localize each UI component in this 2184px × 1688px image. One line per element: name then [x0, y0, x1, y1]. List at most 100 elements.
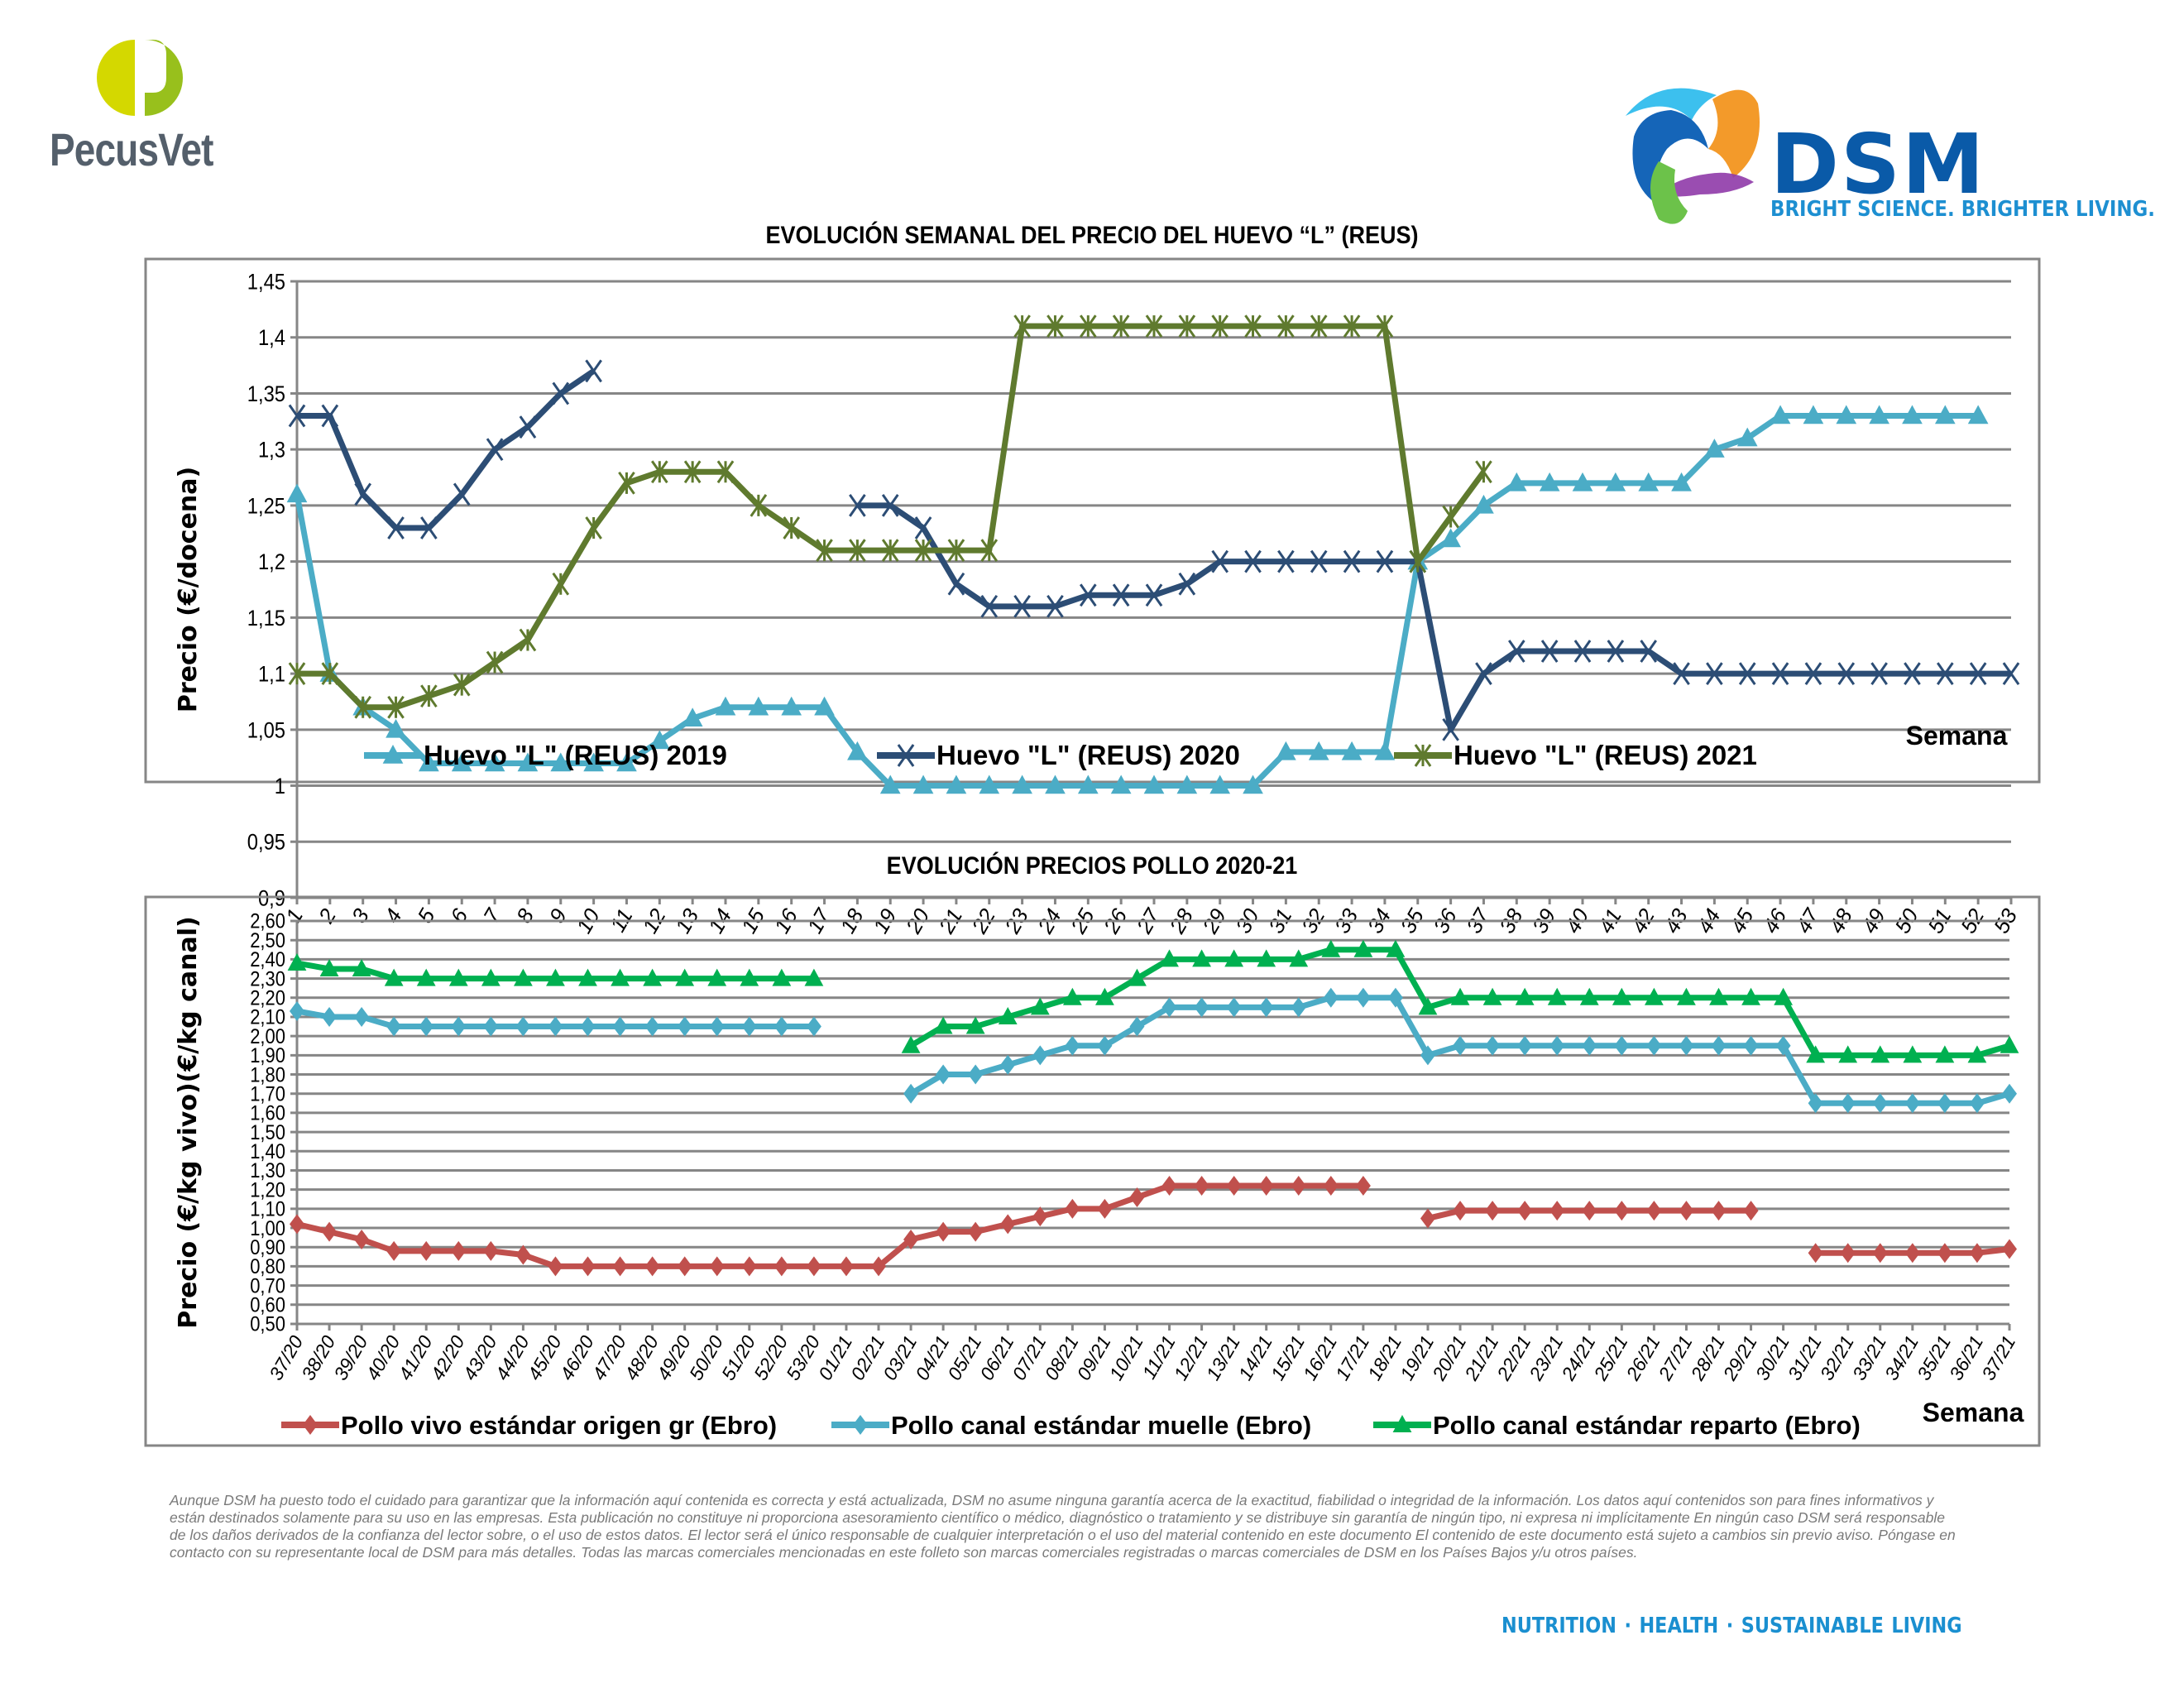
series-line: [294, 413, 1979, 789]
data-point: [451, 1240, 467, 1261]
data-point: [585, 359, 602, 383]
data-point: [1176, 774, 1198, 794]
data-point: [1277, 314, 1295, 338]
legend-item: Pollo canal estándar reparto (Ebro): [1373, 1411, 1861, 1440]
data-point: [947, 539, 965, 562]
y-tick-label: 2,50: [250, 929, 285, 952]
data-point: [1289, 949, 1309, 967]
data-point: [1291, 1176, 1306, 1196]
data-point: [552, 572, 570, 596]
data-point: [1079, 314, 1097, 338]
data-point: [1097, 1035, 1113, 1056]
data-point: [386, 1240, 402, 1261]
data-point: [816, 539, 833, 562]
series-2: [288, 359, 2020, 741]
data-point: [740, 968, 759, 986]
y-tick-label: 1,50: [250, 1121, 285, 1144]
data-point: [1374, 741, 1396, 760]
data-point: [1840, 1093, 1856, 1114]
data-point: [322, 1221, 338, 1242]
data-point: [1607, 640, 1625, 663]
data-point: [1870, 662, 1888, 685]
data-point: [1258, 1176, 1274, 1196]
data-point: [715, 696, 736, 716]
data-point: [912, 774, 934, 794]
series-3: [287, 939, 2019, 1063]
data-point: [550, 752, 572, 772]
legend-item: Pollo canal estándar muelle (Ebro): [831, 1411, 1311, 1440]
chicken-chart-title: EVOLUCIÓN PRECIOS POLLO 2020-21: [886, 852, 1298, 880]
data-point: [709, 1016, 725, 1037]
y-tick-label: 1,15: [247, 606, 285, 631]
data-point: [903, 1083, 919, 1104]
data-point: [1440, 528, 1461, 548]
data-point: [1969, 662, 1987, 685]
data-point: [1677, 987, 1696, 1005]
legend-label: Huevo "L" (REUS) 2020: [936, 740, 1240, 770]
dsm-tagline: BRIGHT SCIENCE. BRIGHTER LIVING.: [1770, 197, 2155, 222]
data-point: [707, 968, 727, 986]
data-point: [716, 460, 735, 484]
data-point: [354, 1006, 370, 1027]
data-point: [741, 1256, 757, 1277]
data-point: [1442, 505, 1459, 529]
y-tick-label: 1,80: [250, 1063, 285, 1086]
data-point: [515, 1244, 531, 1265]
legend-marker-icon: [853, 1415, 868, 1435]
data-point: [1211, 314, 1229, 338]
data-point: [1178, 314, 1196, 338]
data-point: [486, 650, 504, 674]
series-line: [297, 323, 1487, 711]
data-point: [650, 460, 668, 484]
y-tick-label: 1: [275, 774, 285, 799]
data-point: [1612, 987, 1631, 1005]
data-point: [914, 516, 932, 539]
data-point: [649, 730, 670, 750]
data-point: [1738, 662, 1756, 685]
data-point: [515, 1016, 531, 1037]
y-tick-label: 0,60: [250, 1293, 285, 1316]
data-point: [781, 696, 802, 716]
data-point: [748, 696, 769, 716]
y-tick-label: 1,25: [247, 494, 285, 519]
x-tick-label: 37/21: [1977, 1332, 2019, 1384]
data-point: [675, 968, 695, 986]
data-point: [1837, 662, 1856, 685]
data-point: [1192, 949, 1211, 967]
data-point: [286, 483, 308, 503]
data-point: [1770, 405, 1791, 424]
data-point: [2002, 1239, 2017, 1259]
data-point: [384, 968, 404, 986]
data-point: [386, 718, 406, 738]
data-point: [1178, 572, 1196, 596]
data-point: [1013, 314, 1031, 338]
data-point: [1112, 314, 1130, 338]
legend-item: Huevo "L" (REUS) 2019: [364, 740, 727, 770]
data-point: [1838, 1045, 1858, 1063]
data-point: [1194, 997, 1209, 1018]
data-point: [1243, 774, 1263, 794]
egg-chart-title: EVOLUCIÓN SEMANAL DEL PRECIO DEL HUEVO “…: [765, 222, 1419, 249]
data-point: [580, 1256, 596, 1277]
data-point: [1774, 987, 1794, 1005]
data-point: [548, 1256, 563, 1277]
data-point: [1736, 427, 1758, 447]
data-point: [387, 516, 405, 539]
data-point: [1485, 1035, 1501, 1056]
data-point: [1475, 662, 1492, 685]
data-point: [1000, 1054, 1016, 1075]
data-point: [1540, 640, 1559, 663]
legal-disclaimer: Aunque DSM ha puesto todo el cuidado par…: [170, 1492, 1956, 1561]
data-point: [838, 1256, 854, 1277]
data-point: [1644, 987, 1664, 1005]
data-point: [1376, 549, 1394, 573]
data-point: [849, 539, 866, 562]
data-point: [783, 516, 801, 539]
data-point: [1507, 640, 1525, 663]
data-point: [914, 539, 932, 562]
data-point: [1129, 1187, 1145, 1207]
legend-marker-icon: [382, 745, 404, 764]
data-point: [1046, 594, 1064, 618]
x-tick-label: 24/21: [1557, 1332, 1600, 1385]
data-point: [1046, 314, 1064, 338]
